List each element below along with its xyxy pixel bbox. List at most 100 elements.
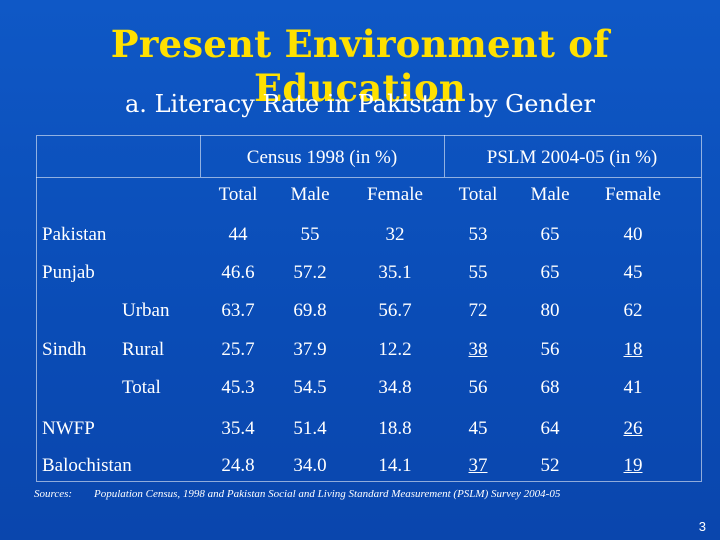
- table-cell-value: 64: [540, 418, 560, 439]
- table-cell: 56.7: [355, 300, 435, 322]
- table-cell: 45: [438, 418, 518, 440]
- table-cell: 54.5: [270, 377, 350, 399]
- table-cell-value: 56.7: [378, 300, 412, 321]
- table-cell-value: 68: [540, 377, 560, 398]
- table-cell-value: 72: [468, 300, 488, 321]
- table-cell: 18.8: [355, 418, 435, 440]
- table-cell: 55: [438, 262, 518, 284]
- table-cell: 38: [438, 339, 518, 361]
- table-cell: 65: [510, 224, 590, 246]
- table-cell: 14.1: [355, 455, 435, 477]
- table-cell-value: 65: [540, 224, 560, 245]
- header-divider-left: [200, 135, 201, 177]
- header-divider-middle: [444, 135, 445, 177]
- table-cell-value: 18.8: [378, 418, 412, 439]
- table-cell-value: 35.4: [221, 418, 255, 439]
- table-cell-value: 45: [468, 418, 488, 439]
- column-header: Total: [458, 184, 498, 205]
- table-cell: 51.4: [270, 418, 350, 440]
- table-cell-value: 37: [468, 455, 488, 476]
- table-cell-value: 69.8: [293, 300, 327, 321]
- table-cell-value: 65: [540, 262, 560, 283]
- table-cell: 57.2: [270, 262, 350, 284]
- row-sub-label: Urban: [122, 300, 170, 321]
- table-cell-value: 19: [623, 455, 643, 476]
- page-number: 3: [698, 519, 706, 534]
- table-cell: 32: [355, 224, 435, 246]
- table-cell: 80: [510, 300, 590, 322]
- row-region-label: Sindh: [42, 339, 87, 360]
- census-header: Census 1998 (in %): [246, 147, 398, 168]
- literacy-table: [36, 135, 702, 482]
- table-cell: 24.8: [198, 455, 278, 477]
- table-cell: 34.8: [355, 377, 435, 399]
- table-cell-value: 63.7: [221, 300, 255, 321]
- sources-text: Population Census, 1998 and Pakistan Soc…: [94, 488, 561, 500]
- table-cell: 62: [593, 300, 673, 322]
- table-cell-value: 14.1: [378, 455, 412, 476]
- table-cell-value: 32: [385, 224, 405, 245]
- column-header: Male: [530, 184, 570, 205]
- table-cell-value: 53: [468, 224, 488, 245]
- table-cell-value: 56: [468, 377, 488, 398]
- row-region-label: Pakistan: [42, 224, 107, 245]
- table-cell-value: 55: [468, 262, 488, 283]
- slide-title: Present Environment of Education: [110, 22, 610, 110]
- table-cell-value: 25.7: [221, 339, 255, 360]
- row-sub-label: Total: [122, 377, 161, 398]
- table-cell-value: 46.6: [221, 262, 255, 283]
- table-cell: 53: [438, 224, 518, 246]
- table-cell-value: 52: [540, 455, 560, 476]
- row-region-label: Balochistan: [42, 455, 132, 476]
- table-cell: 45.3: [198, 377, 278, 399]
- table-cell: 52: [510, 455, 590, 477]
- table-cell-value: 55: [300, 224, 320, 245]
- table-cell: 45: [593, 262, 673, 284]
- table-cell: 63.7: [198, 300, 278, 322]
- column-header: Female: [367, 184, 423, 205]
- table-cell: 65: [510, 262, 590, 284]
- table-cell-value: 57.2: [293, 262, 327, 283]
- table-cell: 35.4: [198, 418, 278, 440]
- table-cell-value: 34.0: [293, 455, 327, 476]
- table-cell-value: 35.1: [378, 262, 412, 283]
- table-cell: 25.7: [198, 339, 278, 361]
- table-cell: 34.0: [270, 455, 350, 477]
- slide-subtitle: a. Literacy Rate in Pakistan by Gender: [125, 90, 595, 118]
- table-cell-value: 80: [540, 300, 560, 321]
- table-cell: 12.2: [355, 339, 435, 361]
- column-header: Female: [605, 184, 661, 205]
- row-region-label: NWFP: [42, 418, 95, 439]
- table-cell: 68: [510, 377, 590, 399]
- table-cell: 56: [438, 377, 518, 399]
- table-cell-value: 56: [540, 339, 560, 360]
- table-cell-value: 18: [623, 339, 643, 360]
- sources-label: Sources:: [34, 488, 73, 500]
- table-cell-value: 41: [623, 377, 643, 398]
- header-rule: [36, 177, 701, 178]
- table-cell: 64: [510, 418, 590, 440]
- table-cell: 72: [438, 300, 518, 322]
- column-header: Total: [218, 184, 258, 205]
- table-cell: 46.6: [198, 262, 278, 284]
- table-cell: 44: [198, 224, 278, 246]
- column-header: Male: [290, 184, 330, 205]
- table-cell: 18: [593, 339, 673, 361]
- table-cell-value: 24.8: [221, 455, 255, 476]
- table-cell-value: 34.8: [378, 377, 412, 398]
- table-cell-value: 38: [468, 339, 488, 360]
- table-cell-value: 37.9: [293, 339, 327, 360]
- table-cell: 37: [438, 455, 518, 477]
- table-cell-value: 45: [623, 262, 643, 283]
- row-sub-label: Rural: [122, 339, 165, 360]
- table-cell: 69.8: [270, 300, 350, 322]
- table-cell: 37.9: [270, 339, 350, 361]
- table-cell: 40: [593, 224, 673, 246]
- table-cell: 19: [593, 455, 673, 477]
- table-cell-value: 45.3: [221, 377, 255, 398]
- table-cell-value: 51.4: [293, 418, 327, 439]
- table-cell: 41: [593, 377, 673, 399]
- table-cell-value: 26: [623, 418, 643, 439]
- row-region-label: Punjab: [42, 262, 95, 283]
- table-cell-value: 44: [228, 224, 248, 245]
